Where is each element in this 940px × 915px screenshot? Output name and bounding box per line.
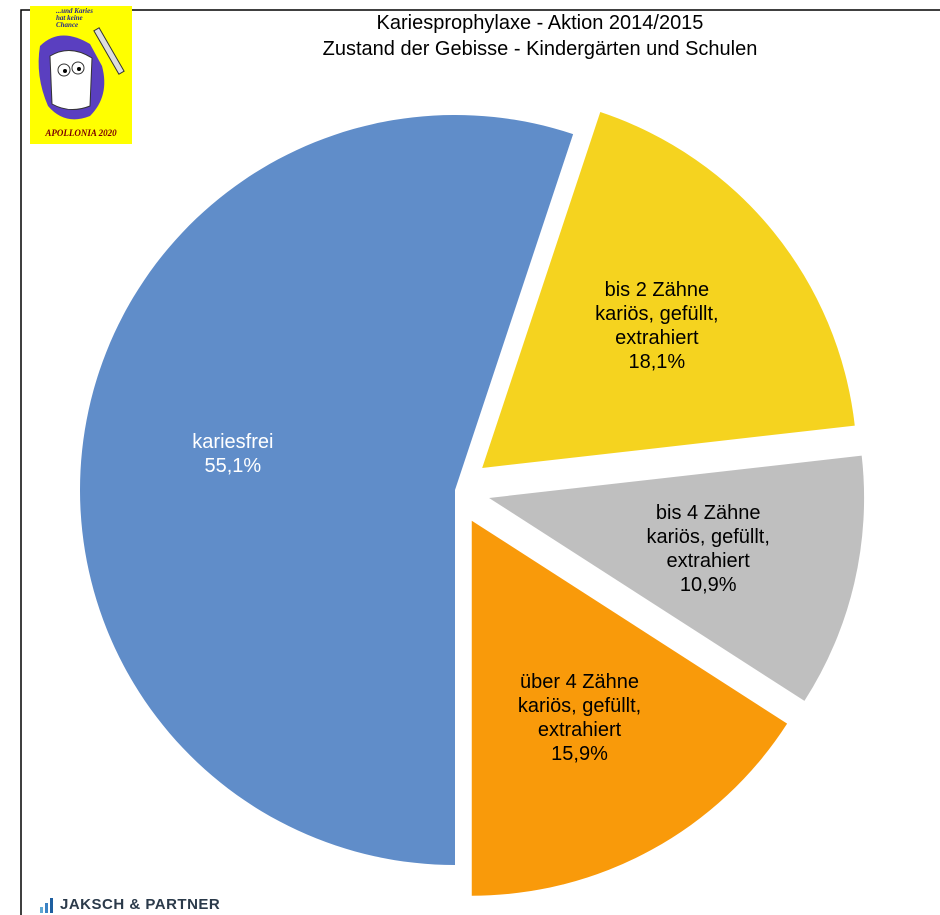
category-label: bis 2 Zähne kariös, gefüllt, extrahiert bbox=[595, 279, 719, 350]
footer: JAKSCH & PARTNER bbox=[60, 896, 221, 913]
value-label: 15,9% bbox=[551, 743, 608, 766]
slice-label: kariesfrei 55,1% bbox=[192, 430, 273, 478]
chart-subtitle: Zustand der Gebisse - Kindergärten und S… bbox=[322, 38, 758, 60]
pie-slice bbox=[471, 520, 788, 896]
pie-slice bbox=[489, 455, 865, 701]
value-label: 18,1% bbox=[628, 351, 686, 374]
chart-title: Kariesprophylaxe - Aktion 2014/2015 bbox=[376, 12, 704, 34]
footer-icon bbox=[40, 898, 53, 913]
category-label: bis 4 Zähne kariös, gefüllt, extrahiert bbox=[646, 502, 770, 573]
slice-label: über 4 Zähne kariös, gefüllt, extrahiert… bbox=[518, 670, 641, 766]
logo-text: ...und Karies hat keine Chance bbox=[56, 7, 93, 29]
slice-label: bis 4 Zähne kariös, gefüllt, extrahiert 1… bbox=[646, 501, 769, 597]
value-label: 55,1% bbox=[204, 455, 262, 478]
category-label: über 4 Zähne kariös, gefüllt, extrahiert bbox=[517, 671, 642, 742]
slice-label: bis 2 Zähne kariös, gefüllt, extrahiert 1… bbox=[595, 278, 718, 374]
pie-slice bbox=[482, 112, 855, 468]
logo: ...und Karies hat keine Chance APOLLONIA… bbox=[30, 6, 132, 144]
frame bbox=[20, 9, 940, 915]
value-label: 10,9% bbox=[679, 574, 737, 597]
category-label: kariesfrei bbox=[192, 431, 274, 454]
logo-caption: APOLLONIA 2020 bbox=[45, 128, 117, 138]
pie-slice bbox=[79, 114, 574, 866]
logo-art bbox=[30, 6, 132, 144]
